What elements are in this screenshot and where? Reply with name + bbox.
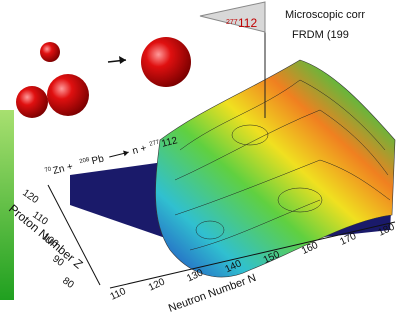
flag-element: 112 (238, 16, 257, 30)
reaction-part: Zn + (52, 161, 75, 177)
sphere (40, 42, 60, 62)
flag-mass: 277 (226, 19, 238, 26)
arrow-head (123, 149, 129, 156)
reaction-part: 277 (149, 139, 161, 147)
reaction-part: n + (131, 143, 148, 157)
arrow-head (119, 56, 126, 64)
surface (156, 60, 395, 277)
sphere (47, 74, 89, 116)
reaction-part: 208 (79, 157, 91, 165)
title-line1: Microscopic corr (285, 9, 365, 21)
z-tick-label: 120 (20, 187, 40, 206)
reaction-part: Pb (91, 153, 106, 167)
sphere (16, 86, 48, 118)
title-line2: FRDM (199 (292, 29, 349, 41)
n-axis-label: Neutron Number N (167, 272, 258, 315)
sphere (141, 37, 191, 87)
z-tick-label: 80 (60, 275, 76, 291)
figure: 277 112 Microscopic corr FRDM (199 70 Zn… (0, 0, 404, 326)
n-tick-label: 110 (109, 286, 128, 303)
